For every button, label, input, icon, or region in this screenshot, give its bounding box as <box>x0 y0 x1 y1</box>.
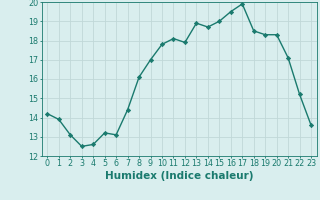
X-axis label: Humidex (Indice chaleur): Humidex (Indice chaleur) <box>105 171 253 181</box>
